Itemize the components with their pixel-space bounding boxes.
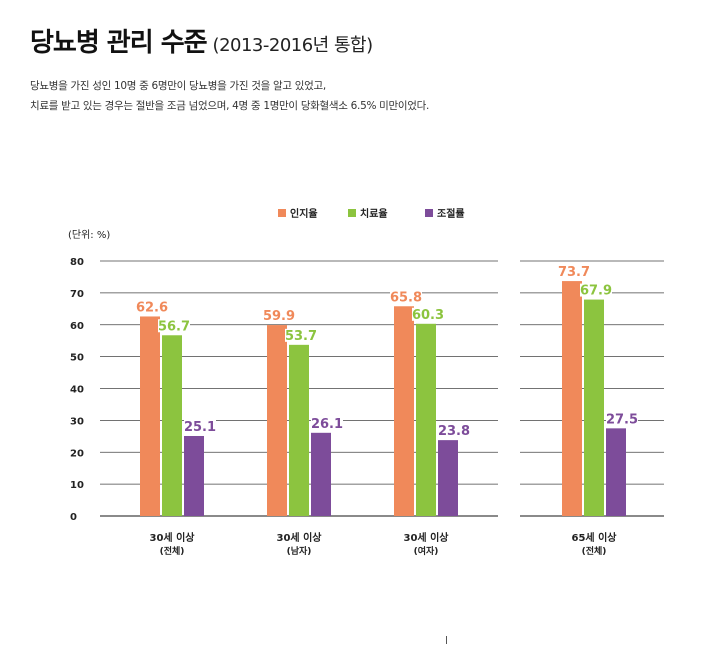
data-label-bg — [412, 307, 444, 321]
y-tick-label: 10 — [70, 480, 84, 491]
y-tick-label: 0 — [70, 512, 77, 523]
y-tick-label: 40 — [70, 385, 84, 396]
data-label: 67.9 — [580, 284, 612, 299]
bar — [184, 435, 204, 516]
legend-label: 치료율 — [360, 207, 388, 220]
legend-swatch — [425, 209, 433, 217]
data-label: 25.1 — [184, 420, 216, 435]
data-label: 59.9 — [263, 309, 295, 324]
x-tick-sublabel: (남자) — [287, 545, 312, 557]
data-label-bg — [285, 328, 317, 342]
data-label: 56.7 — [158, 319, 190, 334]
data-label-bg — [438, 424, 470, 438]
data-label: 27.5 — [606, 412, 638, 427]
x-tick-label: 30세 이상 — [277, 531, 323, 544]
data-label-bg — [390, 290, 422, 304]
data-label: 65.8 — [390, 290, 422, 305]
x-tick-sublabel: (전체) — [160, 545, 185, 557]
y-tick-label: 80 — [70, 257, 84, 268]
legend-label: 인지율 — [290, 207, 318, 220]
data-label: 62.6 — [136, 300, 168, 315]
bar — [438, 440, 458, 516]
bar — [140, 316, 160, 516]
data-label-bg — [580, 283, 612, 297]
data-label: 60.3 — [412, 308, 444, 323]
x-tick-sublabel: (전체) — [582, 545, 607, 557]
divider-mark — [446, 636, 447, 644]
data-label: 53.7 — [285, 329, 317, 344]
page-title: 당뇨병 관리 수준 (2013-2016년 통합) — [30, 22, 373, 59]
description-line: 당뇨병을 가진 성인 10명 중 6명만이 당뇨병을 가진 것을 알고 있었고, — [30, 80, 326, 92]
y-tick-label: 70 — [70, 289, 84, 300]
x-tick-label: 65세 이상 — [572, 531, 618, 544]
bar — [606, 428, 626, 516]
bar — [416, 323, 436, 516]
data-label-bg — [311, 416, 343, 430]
bar — [394, 306, 414, 516]
data-label-bg — [184, 419, 216, 433]
data-label-bg — [158, 319, 190, 333]
bar — [311, 432, 331, 516]
bar — [289, 344, 309, 516]
y-tick-label: 20 — [70, 448, 84, 459]
data-label-bg — [558, 265, 590, 279]
bar — [162, 335, 182, 516]
x-tick-label: 30세 이상 — [404, 531, 450, 544]
y-tick-label: 30 — [70, 416, 84, 427]
title-main: 당뇨병 관리 수준 — [30, 28, 208, 58]
data-label: 73.7 — [558, 265, 590, 280]
x-tick-label: 30세 이상 — [150, 531, 196, 544]
bar — [584, 299, 604, 516]
title-subtitle: (2013-2016년 통합) — [212, 35, 374, 56]
y-tick-label: 50 — [70, 353, 84, 364]
data-label: 26.1 — [311, 417, 343, 432]
legend-swatch — [278, 209, 286, 217]
data-label-bg — [606, 412, 638, 426]
y-tick-label: 60 — [70, 321, 84, 332]
data-label-bg — [136, 300, 168, 314]
unit-label: (단위: %) — [68, 228, 110, 241]
legend-label: 조절률 — [437, 207, 465, 220]
legend-swatch — [348, 209, 356, 217]
x-tick-sublabel: (여자) — [414, 545, 439, 557]
data-label-bg — [263, 309, 295, 323]
bar — [562, 281, 582, 516]
description: 당뇨병을 가진 성인 10명 중 6명만이 당뇨병을 가진 것을 알고 있었고,… — [30, 76, 429, 116]
data-label: 23.8 — [438, 424, 470, 439]
description-line: 치료를 받고 있는 경우는 절반을 조금 넘었으며, 4명 중 1명만이 당화혈… — [30, 100, 430, 112]
bar — [267, 325, 287, 516]
